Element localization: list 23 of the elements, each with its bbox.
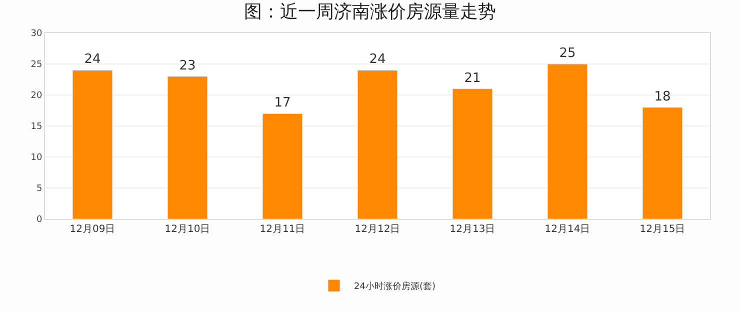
y-tick-label: 5 (36, 184, 42, 194)
x-tick-label: 12月10日 (164, 224, 210, 235)
y-tick-label: 0 (36, 215, 42, 226)
y-tick-label: 20 (30, 91, 42, 102)
x-tick-label: 12月15日 (640, 224, 686, 235)
x-tick-label: 12月13日 (450, 224, 496, 235)
x-tick-label: 12月11日 (260, 224, 306, 235)
data-label: 23 (179, 58, 196, 74)
data-label: 24 (84, 52, 101, 68)
y-tick-label: 30 (30, 29, 42, 40)
legend-label: 24小时涨价房源(套) (354, 281, 436, 292)
data-label: 21 (464, 70, 481, 86)
x-tick-label: 12月12日 (354, 224, 400, 235)
y-tick-label: 25 (30, 60, 42, 70)
data-label: 17 (274, 96, 291, 111)
chart-title: 图：近一周济南涨价房源量走势 (244, 1, 496, 22)
x-tick-label: 12月09日 (70, 224, 116, 235)
x-tick-label: 12月14日 (544, 224, 590, 235)
y-tick-label: 10 (30, 153, 42, 164)
data-label: 24 (369, 52, 386, 68)
data-label: 25 (559, 46, 576, 61)
y-tick-label: 15 (30, 122, 42, 132)
data-label: 18 (654, 89, 671, 104)
